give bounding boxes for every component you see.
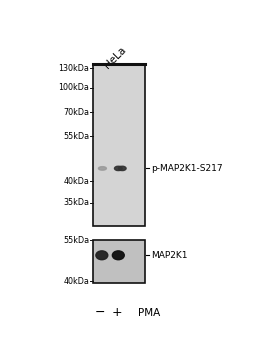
Text: MAP2K1: MAP2K1 — [151, 251, 188, 260]
Ellipse shape — [96, 251, 108, 260]
Text: 55kDa: 55kDa — [63, 132, 89, 141]
Text: 40kDa: 40kDa — [63, 277, 89, 286]
Bar — [92, 240, 145, 283]
Ellipse shape — [112, 251, 124, 260]
Text: −: − — [94, 306, 105, 319]
Text: +: + — [112, 306, 123, 319]
Ellipse shape — [99, 167, 106, 170]
Text: 40kDa: 40kDa — [63, 177, 89, 186]
Text: p-MAP2K1-S217: p-MAP2K1-S217 — [151, 164, 223, 173]
Text: 70kDa: 70kDa — [63, 108, 89, 117]
Ellipse shape — [114, 166, 122, 171]
Text: 55kDa: 55kDa — [63, 236, 89, 245]
Text: HeLa: HeLa — [103, 45, 128, 70]
Text: PMA: PMA — [138, 308, 161, 318]
Ellipse shape — [119, 166, 126, 171]
Text: 35kDa: 35kDa — [63, 198, 89, 207]
Text: 130kDa: 130kDa — [58, 64, 89, 73]
Text: 100kDa: 100kDa — [58, 83, 89, 92]
Bar — [92, 65, 145, 226]
